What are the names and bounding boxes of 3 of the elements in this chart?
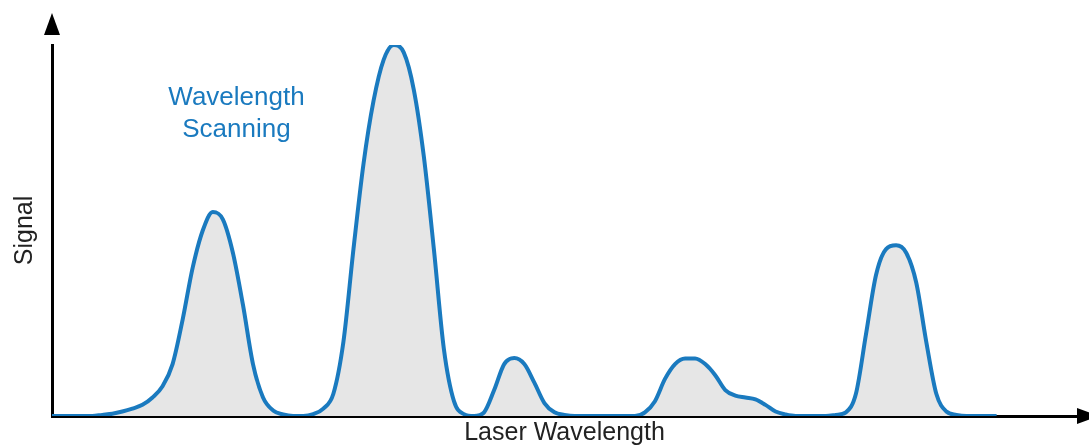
annotation: Wavelength Scanning	[167, 80, 306, 144]
x-axis-title: Laser Wavelength	[464, 416, 665, 445]
y-axis-title: Signal	[8, 195, 37, 266]
